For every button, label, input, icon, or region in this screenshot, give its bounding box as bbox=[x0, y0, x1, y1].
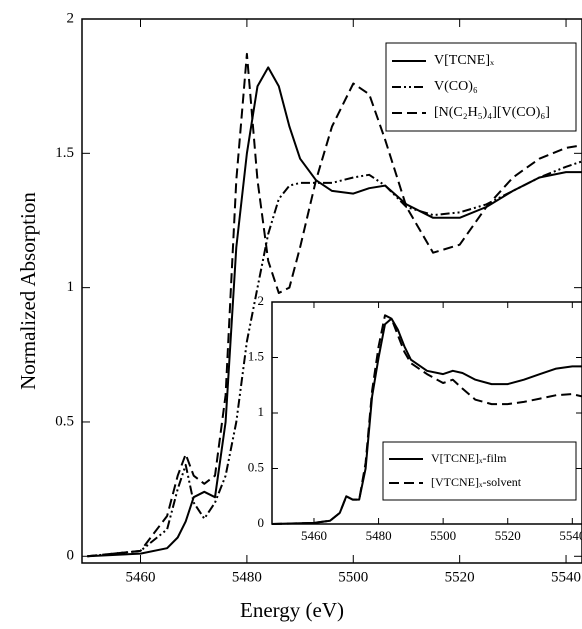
legend-label: [VTCNE]ₓ-solvent bbox=[431, 475, 522, 489]
legend-label: V[TCNE]ₓ-film bbox=[431, 451, 507, 465]
x-tick-label: 5520 bbox=[495, 528, 521, 543]
series-line bbox=[87, 52, 582, 558]
legend-label: V[TCNE]ₓ bbox=[434, 53, 495, 68]
y-tick-label: 1 bbox=[258, 404, 265, 419]
y-tick-label: 1 bbox=[67, 279, 75, 295]
x-tick-label: 5480 bbox=[232, 569, 262, 585]
y-axis-label: Normalized Absorption bbox=[16, 192, 40, 390]
y-tick-label: 0 bbox=[258, 515, 265, 530]
y-tick-label: 2 bbox=[258, 293, 265, 308]
legend-box bbox=[382, 441, 577, 501]
legend-label: V(CO)₆ bbox=[434, 79, 478, 94]
x-tick-label: 5540 bbox=[551, 569, 581, 585]
legend-label: [N(C₂H₅)₄][V(CO)₆] bbox=[434, 105, 550, 120]
x-tick-label: 5460 bbox=[301, 528, 327, 543]
y-tick-label: 0.5 bbox=[248, 459, 264, 474]
series-line bbox=[87, 160, 582, 558]
y-tick-label: 1.5 bbox=[248, 348, 264, 363]
series-line bbox=[87, 66, 582, 558]
y-tick-label: 1.5 bbox=[55, 145, 74, 161]
x-axis-label: Energy (eV) bbox=[240, 598, 344, 622]
x-tick-label: 5520 bbox=[445, 569, 475, 585]
series-line bbox=[271, 314, 582, 525]
x-tick-label: 5540 bbox=[559, 528, 582, 543]
y-tick-label: 0 bbox=[67, 548, 75, 564]
x-tick-label: 5480 bbox=[366, 528, 392, 543]
x-tick-label: 5460 bbox=[126, 569, 156, 585]
x-tick-label: 5500 bbox=[430, 528, 456, 543]
x-tick-label: 5500 bbox=[338, 569, 368, 585]
y-tick-label: 0.5 bbox=[55, 413, 74, 429]
y-tick-label: 2 bbox=[67, 10, 75, 26]
